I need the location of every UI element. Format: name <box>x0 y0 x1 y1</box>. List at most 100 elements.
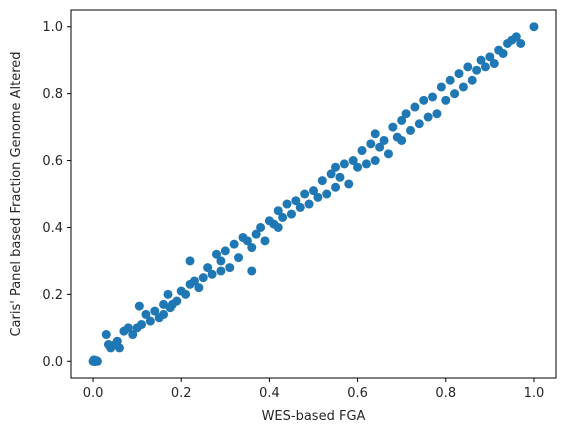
scatter-point <box>212 249 221 259</box>
scatter-point <box>256 222 266 232</box>
x-tick-label: 0.0 <box>83 386 104 401</box>
plot-frame <box>70 9 557 379</box>
scatter-point <box>134 301 144 311</box>
x-tick-label: 0.2 <box>171 386 192 401</box>
scatter-point <box>247 266 257 276</box>
scatter-point <box>423 112 433 122</box>
scatter-point <box>357 146 367 156</box>
scatter-point <box>361 159 371 169</box>
scatter-point <box>458 82 468 92</box>
scatter-point <box>313 192 323 202</box>
scatter-point <box>260 236 270 246</box>
y-tick-label: 1.0 <box>42 20 63 35</box>
scatter-point <box>344 179 354 189</box>
scatter-point <box>529 22 539 32</box>
y-tick-label: 0.4 <box>42 221 63 236</box>
scatter-point <box>480 62 490 72</box>
scatter-point <box>441 95 451 105</box>
scatter-point <box>410 102 420 112</box>
x-tick-label: 0.8 <box>435 386 456 401</box>
scatter-point <box>234 253 244 263</box>
scatter-point <box>401 109 411 119</box>
scatter-point <box>379 135 389 145</box>
scatter-point <box>145 316 155 326</box>
scatter-point <box>397 115 407 125</box>
scatter-point <box>225 263 235 273</box>
scatter-point <box>406 125 415 135</box>
points-layer <box>88 22 539 367</box>
scatter-point <box>181 289 191 299</box>
scatter-point <box>436 82 446 92</box>
scatter-point <box>339 159 349 169</box>
scatter-point <box>331 182 341 192</box>
scatter-point <box>150 306 160 316</box>
scatter-point <box>353 162 363 172</box>
scatter-point <box>397 135 407 145</box>
y-tick-label: 0.2 <box>42 288 63 303</box>
scatter-point <box>194 283 204 293</box>
scatter-point <box>203 263 213 273</box>
scatter-point <box>185 256 195 266</box>
scatter-point <box>103 340 113 350</box>
x-axis-label: WES-based FGA <box>262 409 366 424</box>
y-tick-label: 0.8 <box>42 87 63 102</box>
scatter-point <box>273 222 283 232</box>
x-tick-label: 1.0 <box>524 386 545 401</box>
y-tick-label: 0.0 <box>42 355 63 370</box>
scatter-point <box>432 109 442 119</box>
scatter-point <box>322 189 332 199</box>
scatter-point <box>141 309 151 319</box>
scatter-point <box>163 289 173 299</box>
scatter-point <box>273 206 283 216</box>
scatter-point <box>216 266 226 276</box>
scatter-point <box>278 212 288 222</box>
scatter-point <box>229 239 239 249</box>
scatter-point <box>516 38 526 48</box>
scatter-point <box>419 95 429 105</box>
scatter-point <box>309 186 318 196</box>
scatter-point <box>123 323 133 333</box>
scatter-point <box>472 65 482 75</box>
scatter-point <box>388 122 398 132</box>
scatter-point <box>331 162 341 172</box>
scatter-point <box>348 156 358 166</box>
scatter-point <box>317 176 327 186</box>
scatter-point <box>366 139 376 149</box>
x-tick-label: 0.4 <box>259 386 280 401</box>
x-ticks: 0.0 0.2 0.4 0.6 0.8 1.0 <box>83 378 545 401</box>
scatter-point <box>370 129 380 139</box>
scatter-point <box>282 199 292 209</box>
scatter-point <box>286 209 296 219</box>
scatter-point <box>242 236 252 246</box>
scatter-point <box>251 229 261 239</box>
scatter-point <box>112 336 122 346</box>
scatter-point <box>304 199 314 209</box>
scatter-point <box>128 330 138 340</box>
scatter-point <box>370 156 380 166</box>
y-tick-label: 0.6 <box>42 154 63 169</box>
scatter-point <box>220 246 230 256</box>
scatter-point <box>216 256 226 266</box>
scatter-point <box>489 59 499 69</box>
scatter-point <box>375 142 385 152</box>
scatter-point <box>428 92 438 102</box>
scatter-point <box>207 269 217 279</box>
scatter-point <box>511 32 521 42</box>
scatter-point <box>498 48 508 58</box>
scatter-point <box>295 202 305 212</box>
scatter-point <box>89 357 99 367</box>
scatter-point <box>137 319 147 329</box>
scatter-point <box>101 330 111 340</box>
scatter-point <box>463 62 473 72</box>
scatter-point <box>454 69 464 79</box>
scatter-point <box>335 172 345 182</box>
x-tick-label: 0.6 <box>347 386 368 401</box>
scatter-point <box>189 276 199 286</box>
y-axis-label: Caris' Panel based Fraction Genome Alter… <box>9 51 24 336</box>
scatter-point <box>485 52 495 62</box>
scatter-point <box>159 309 169 319</box>
scatter-point <box>326 169 336 179</box>
scatter-point <box>476 55 486 65</box>
scatter-point <box>414 119 424 129</box>
